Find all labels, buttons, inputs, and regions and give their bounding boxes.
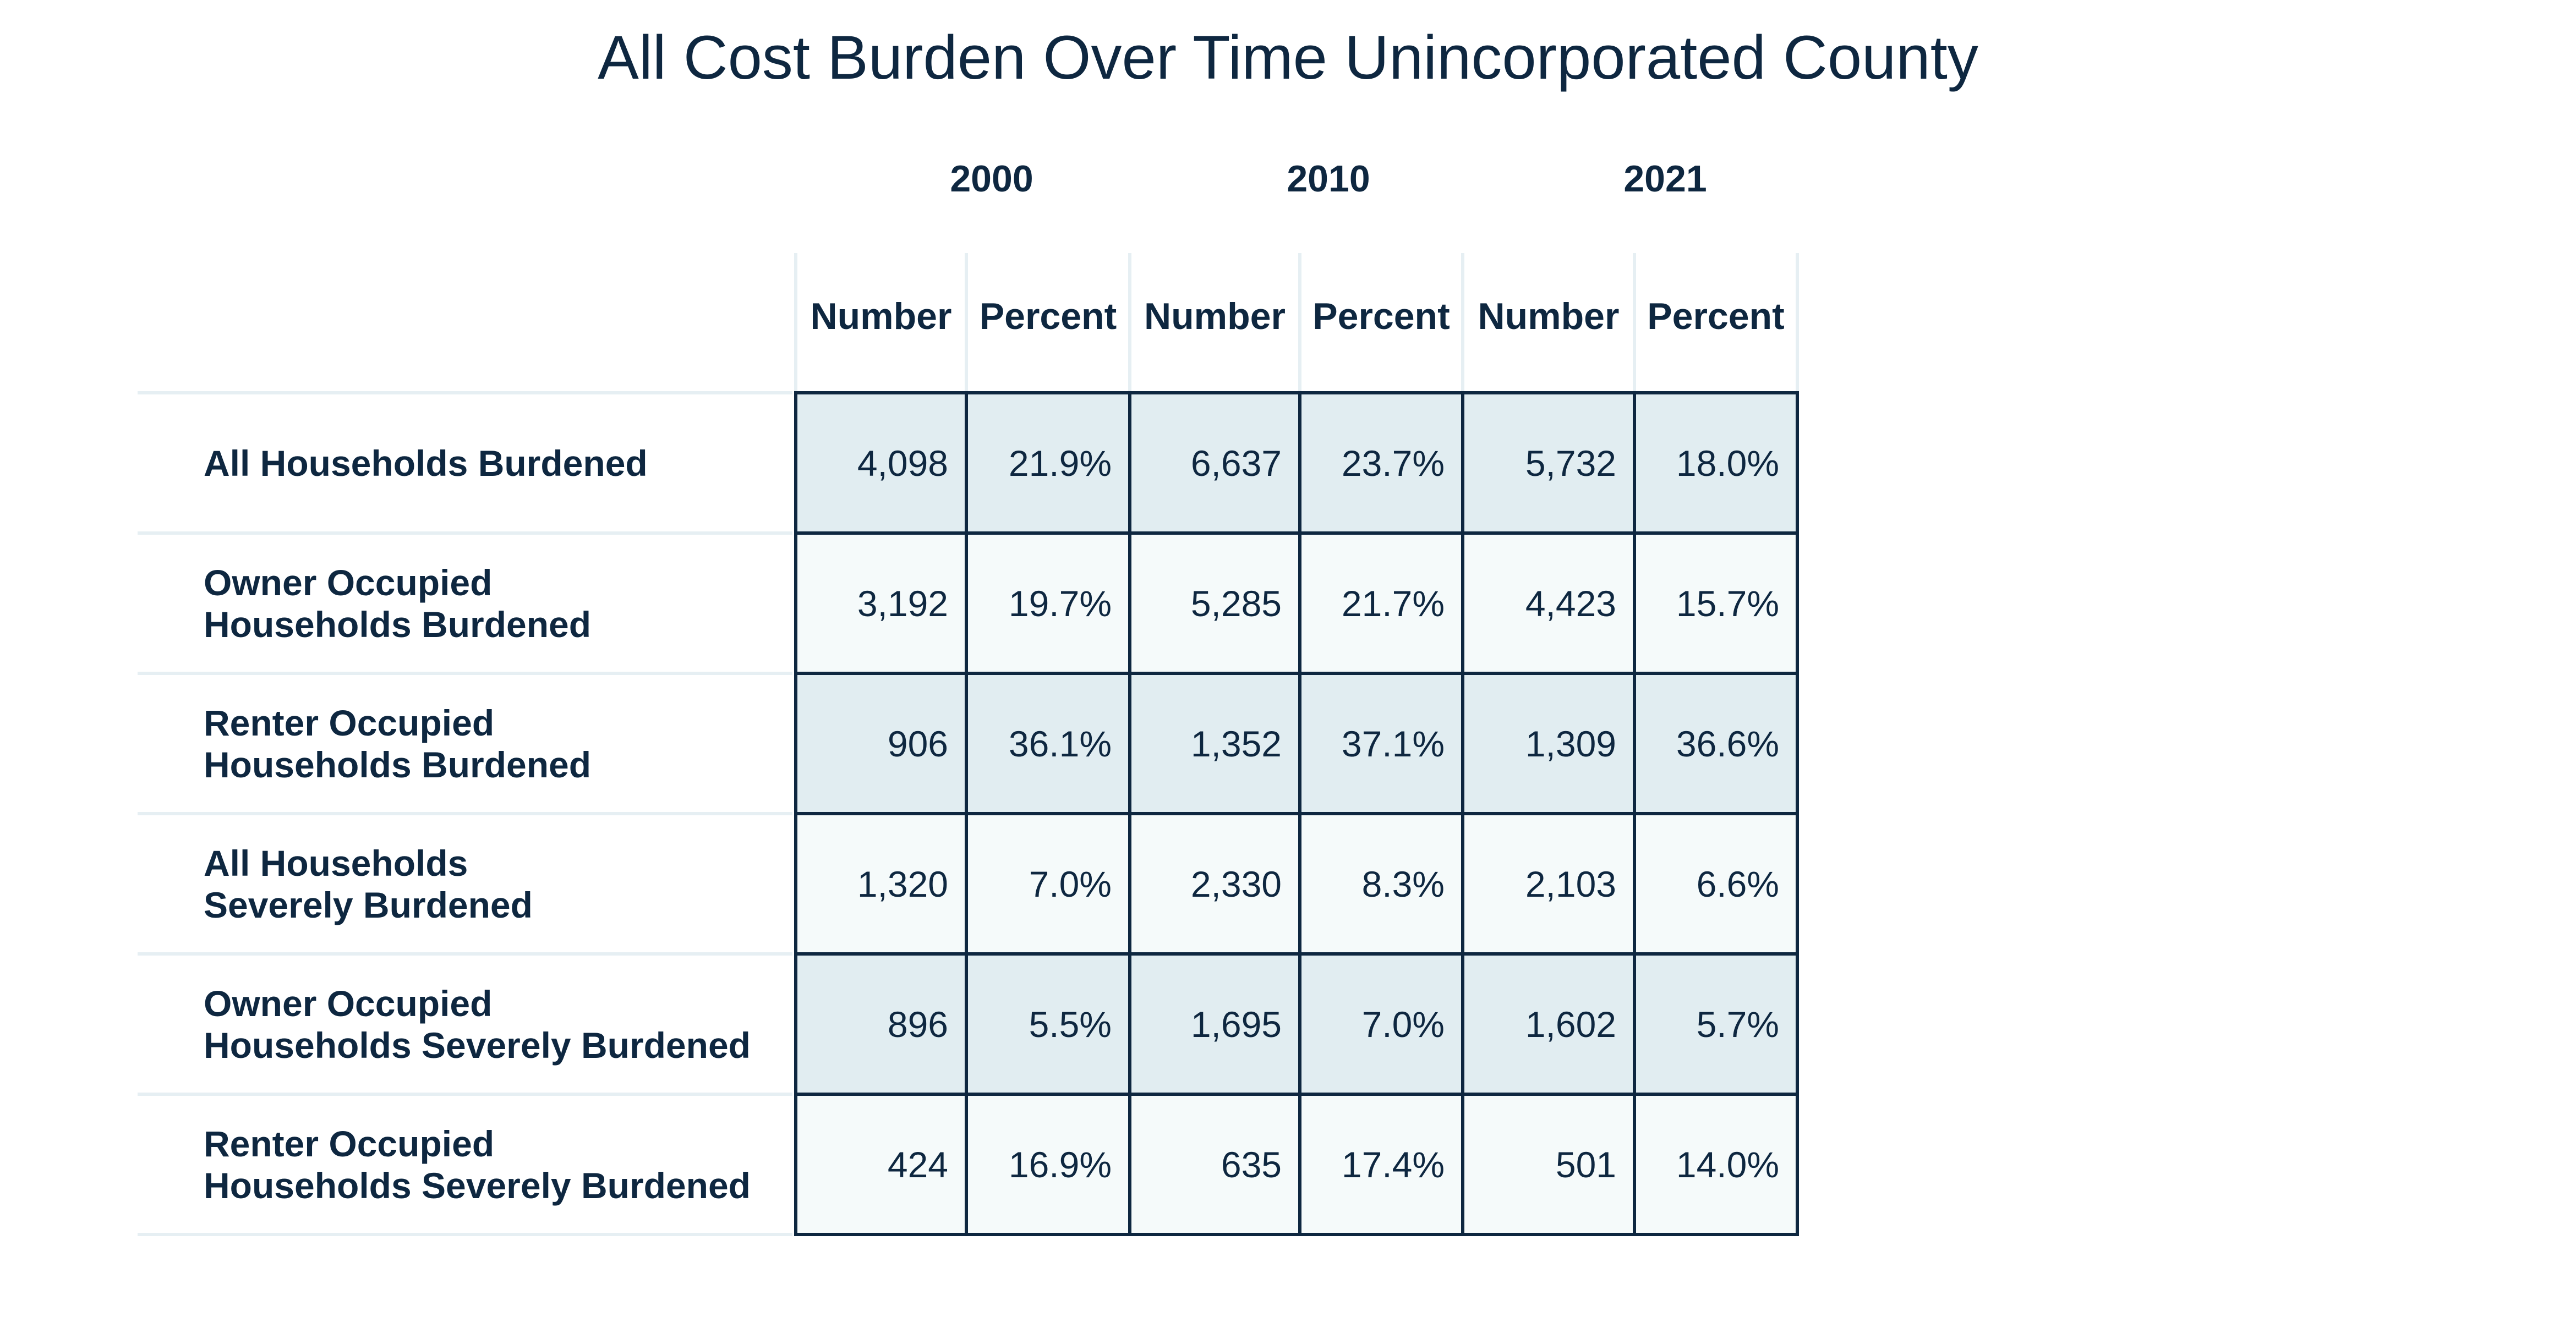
table-cell: 5,732 <box>1461 391 1636 535</box>
table-cell: 2,103 <box>1461 812 1636 956</box>
row-label-line-2: Households Burdened <box>204 603 592 645</box>
table-cell: 21.9% <box>965 391 1131 535</box>
row-label-line-1: Owner Occupied <box>204 562 493 603</box>
column-header-5: Number <box>1478 295 1620 337</box>
table-cell: 23.7% <box>1298 391 1464 535</box>
header-divider-2 <box>965 253 968 394</box>
table-cell: 1,309 <box>1461 672 1636 815</box>
year-header-2010: 2010 <box>1287 158 1370 200</box>
header-divider-1 <box>794 253 797 394</box>
row-label-line-1: Owner Occupied <box>204 983 493 1024</box>
table-cell: 36.1% <box>965 672 1131 815</box>
table-cell: 16.9% <box>965 1093 1131 1236</box>
table-cell: 5,285 <box>1128 531 1301 675</box>
row-divider-6 <box>138 1093 792 1096</box>
row-divider-5 <box>138 952 792 956</box>
table-title: All Cost Burden Over Time Unincorporated… <box>598 23 1978 92</box>
table-cell: 14.0% <box>1633 1093 1799 1236</box>
column-header-3: Number <box>1144 295 1286 337</box>
table-cell: 6.6% <box>1633 812 1799 956</box>
table-cell: 8.3% <box>1298 812 1464 956</box>
row-label-line-1: Renter Occupied <box>204 1123 495 1164</box>
table-cell: 896 <box>794 952 968 1096</box>
table-cell: 36.6% <box>1633 672 1799 815</box>
row-label: Renter Occupied Households Severely Burde… <box>204 1094 787 1234</box>
header-divider-5 <box>1461 253 1464 394</box>
row-divider-3 <box>138 672 792 675</box>
header-divider-4 <box>1298 253 1301 394</box>
table-cell: 15.7% <box>1633 531 1799 675</box>
row-divider-1 <box>138 391 792 394</box>
column-header-6: Percent <box>1647 295 1785 337</box>
table-cell: 6,637 <box>1128 391 1301 535</box>
row-label-line-2: Households Severely Burdened <box>204 1165 751 1206</box>
table-cell: 906 <box>794 672 968 815</box>
row-label: Owner Occupied Households Burdened <box>204 533 787 673</box>
table-cell: 424 <box>794 1093 968 1236</box>
table-cell: 1,352 <box>1128 672 1301 815</box>
table-cell: 3,192 <box>794 531 968 675</box>
row-label-line-1: Renter Occupied <box>204 702 495 743</box>
header-divider-6 <box>1633 253 1636 394</box>
table-cell: 7.0% <box>965 812 1131 956</box>
header-divider-3 <box>1128 253 1131 394</box>
table-cell: 4,098 <box>794 391 968 535</box>
row-divider-2 <box>138 531 792 535</box>
table-cell: 501 <box>1461 1093 1636 1236</box>
table-cell: 19.7% <box>965 531 1131 675</box>
row-label: All Households Severely Burdened <box>204 814 787 954</box>
header-divider-7 <box>1796 253 1799 394</box>
table-cell: 635 <box>1128 1093 1301 1236</box>
row-divider-7 <box>138 1233 792 1236</box>
row-divider-4 <box>138 812 792 815</box>
table-cell: 2,330 <box>1128 812 1301 956</box>
table-cell: 1,695 <box>1128 952 1301 1096</box>
table-cell: 4,423 <box>1461 531 1636 675</box>
row-label: All Households Burdened <box>204 393 787 533</box>
table-cell: 7.0% <box>1298 952 1464 1096</box>
column-header-1: Number <box>810 295 952 337</box>
row-label-line-2: Households Burdened <box>204 744 592 785</box>
table-cell: 5.5% <box>965 952 1131 1096</box>
year-header-2000: 2000 <box>950 158 1033 200</box>
row-label-line-1: All Households <box>204 842 468 883</box>
row-label-line-2: Severely Burdened <box>204 884 533 925</box>
table-cell: 18.0% <box>1633 391 1799 535</box>
table-cell: 17.4% <box>1298 1093 1464 1236</box>
row-label: Renter Occupied Households Burdened <box>204 673 787 814</box>
column-header-2: Percent <box>979 295 1117 337</box>
table-cell: 5.7% <box>1633 952 1799 1096</box>
table-cell: 21.7% <box>1298 531 1464 675</box>
table-cell: 1,602 <box>1461 952 1636 1096</box>
row-label-line-2: Households Severely Burdened <box>204 1024 751 1066</box>
row-label-line-1: All Households Burdened <box>204 442 648 484</box>
row-label: Owner Occupied Households Severely Burden… <box>204 954 787 1094</box>
year-header-2021: 2021 <box>1623 158 1707 200</box>
column-header-4: Percent <box>1312 295 1450 337</box>
table-cell: 37.1% <box>1298 672 1464 815</box>
table-cell: 1,320 <box>794 812 968 956</box>
